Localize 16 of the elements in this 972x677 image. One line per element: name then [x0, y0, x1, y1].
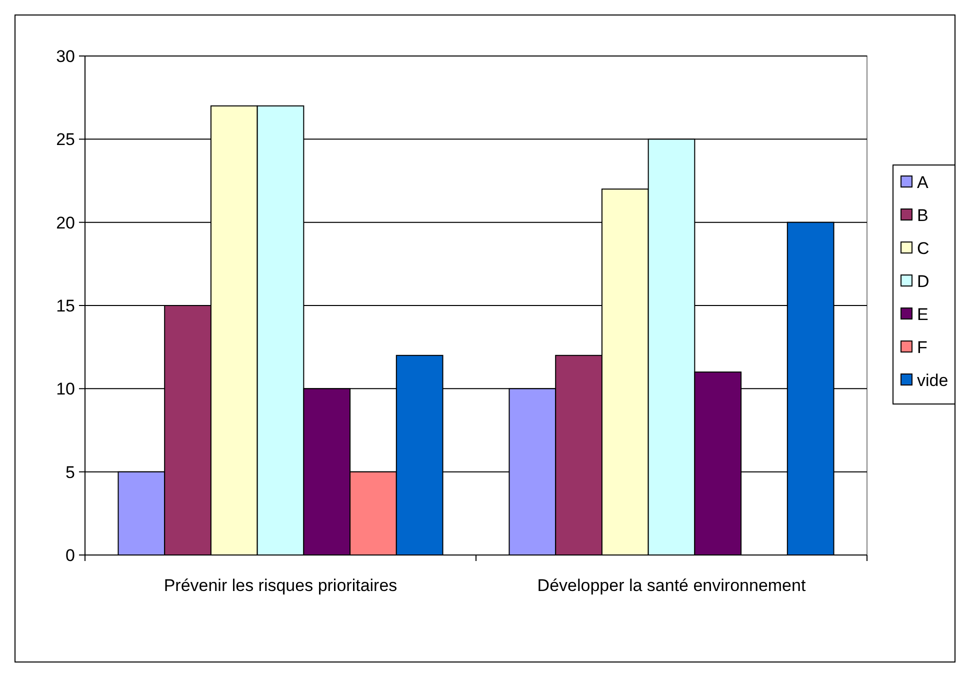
y-tick-label: 10: [56, 380, 75, 399]
legend-label: E: [917, 304, 928, 324]
legend-label: B: [917, 206, 928, 225]
legend-label: vide: [917, 370, 948, 390]
legend-label: D: [917, 272, 930, 291]
legend-label: C: [917, 238, 930, 258]
x-tick-label: Développer la santé environnement: [537, 576, 806, 595]
y-tick-label: 15: [56, 296, 75, 316]
y-tick-label: 25: [56, 130, 75, 150]
x-tick-label: Prévenir les risques prioritaires: [164, 576, 398, 595]
y-tick-label: 5: [66, 462, 75, 482]
legend-label: A: [917, 172, 929, 192]
y-tick-label: 20: [56, 213, 75, 232]
y-tick-label: 30: [56, 46, 75, 66]
legend-label: F: [917, 338, 928, 357]
y-tick-label: 0: [66, 546, 75, 565]
